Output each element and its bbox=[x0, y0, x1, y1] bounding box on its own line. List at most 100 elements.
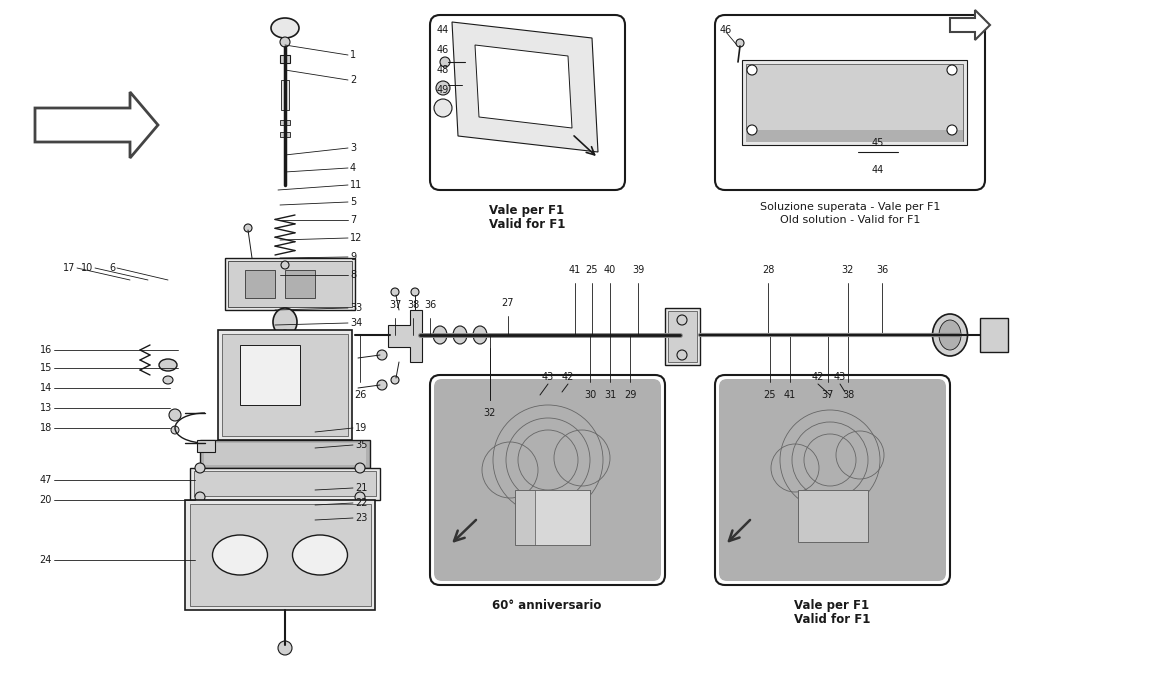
Text: 36: 36 bbox=[424, 300, 436, 310]
Text: 20: 20 bbox=[39, 495, 52, 505]
Circle shape bbox=[391, 288, 399, 296]
Text: Vale per F1: Vale per F1 bbox=[490, 204, 565, 217]
Text: 32: 32 bbox=[484, 408, 496, 418]
Text: 33: 33 bbox=[350, 303, 362, 313]
Circle shape bbox=[677, 315, 687, 325]
Circle shape bbox=[355, 463, 365, 473]
Text: 43: 43 bbox=[834, 372, 846, 382]
Text: Valid for F1: Valid for F1 bbox=[489, 218, 565, 231]
Bar bbox=[668, 311, 697, 362]
Ellipse shape bbox=[473, 326, 486, 344]
Ellipse shape bbox=[163, 376, 172, 384]
Text: 44: 44 bbox=[872, 165, 884, 175]
Text: 21: 21 bbox=[355, 483, 367, 493]
Text: 14: 14 bbox=[40, 383, 52, 393]
Text: Old solution - Valid for F1: Old solution - Valid for F1 bbox=[780, 215, 920, 225]
Text: 25: 25 bbox=[585, 265, 598, 275]
Text: 38: 38 bbox=[407, 300, 419, 310]
Bar bbox=[204, 443, 366, 465]
Circle shape bbox=[279, 37, 290, 47]
Text: 31: 31 bbox=[604, 390, 616, 400]
Polygon shape bbox=[665, 308, 700, 365]
Polygon shape bbox=[475, 45, 572, 128]
Circle shape bbox=[377, 380, 388, 390]
Bar bbox=[285, 270, 315, 298]
Text: 15: 15 bbox=[39, 363, 52, 373]
Text: Soluzione superata - Vale per F1: Soluzione superata - Vale per F1 bbox=[760, 202, 941, 212]
Bar bbox=[476, 400, 504, 420]
Circle shape bbox=[355, 492, 365, 502]
Text: 39: 39 bbox=[631, 265, 644, 275]
Text: 35: 35 bbox=[355, 440, 367, 450]
Circle shape bbox=[748, 125, 757, 135]
Bar bbox=[228, 261, 352, 307]
Text: Vale per F1: Vale per F1 bbox=[795, 599, 869, 612]
Ellipse shape bbox=[933, 314, 967, 356]
Polygon shape bbox=[950, 10, 990, 40]
Text: 13: 13 bbox=[40, 403, 52, 413]
Circle shape bbox=[946, 65, 957, 75]
Ellipse shape bbox=[453, 326, 467, 344]
Text: Valid for F1: Valid for F1 bbox=[793, 613, 871, 626]
Text: 60° anniversario: 60° anniversario bbox=[492, 599, 601, 612]
Polygon shape bbox=[452, 22, 598, 152]
Text: 3: 3 bbox=[350, 143, 356, 153]
Text: 22: 22 bbox=[355, 498, 368, 508]
Text: 6: 6 bbox=[109, 263, 115, 273]
Text: 11: 11 bbox=[350, 180, 362, 190]
Circle shape bbox=[171, 426, 179, 434]
Circle shape bbox=[196, 492, 205, 502]
Ellipse shape bbox=[434, 326, 447, 344]
FancyBboxPatch shape bbox=[719, 379, 946, 581]
Circle shape bbox=[169, 409, 181, 421]
Bar bbox=[798, 490, 868, 542]
Polygon shape bbox=[34, 92, 158, 158]
Bar bbox=[240, 345, 300, 405]
Polygon shape bbox=[388, 310, 422, 362]
Circle shape bbox=[377, 350, 388, 360]
Circle shape bbox=[748, 65, 757, 75]
Bar bbox=[746, 64, 963, 141]
Bar bbox=[222, 334, 348, 436]
Circle shape bbox=[434, 99, 452, 117]
Circle shape bbox=[736, 39, 744, 47]
Text: 46: 46 bbox=[437, 45, 450, 55]
Bar bbox=[245, 270, 275, 298]
Circle shape bbox=[279, 330, 290, 340]
Text: 41: 41 bbox=[784, 390, 796, 400]
Bar bbox=[194, 471, 376, 496]
Text: 18: 18 bbox=[40, 423, 52, 433]
Text: 32: 32 bbox=[842, 265, 854, 275]
Text: 17: 17 bbox=[62, 263, 75, 273]
Text: 23: 23 bbox=[355, 513, 367, 523]
Ellipse shape bbox=[475, 399, 505, 421]
Bar bbox=[515, 490, 590, 545]
Polygon shape bbox=[535, 490, 590, 545]
Ellipse shape bbox=[292, 535, 347, 575]
Polygon shape bbox=[185, 500, 375, 610]
Bar bbox=[742, 60, 967, 145]
Text: 1: 1 bbox=[350, 50, 356, 60]
Circle shape bbox=[946, 125, 957, 135]
Text: 2: 2 bbox=[350, 75, 356, 85]
Text: 10: 10 bbox=[81, 263, 93, 273]
Circle shape bbox=[440, 57, 450, 67]
Polygon shape bbox=[225, 258, 355, 310]
Ellipse shape bbox=[273, 308, 297, 336]
Ellipse shape bbox=[213, 535, 268, 575]
Bar bbox=[279, 120, 290, 125]
Text: 45: 45 bbox=[872, 138, 884, 148]
Circle shape bbox=[281, 261, 289, 269]
Text: 49: 49 bbox=[437, 85, 450, 95]
FancyBboxPatch shape bbox=[434, 379, 661, 581]
Circle shape bbox=[436, 81, 450, 95]
Text: 37: 37 bbox=[389, 300, 401, 310]
Bar bbox=[197, 440, 215, 452]
Text: 7: 7 bbox=[350, 215, 356, 225]
Circle shape bbox=[677, 350, 687, 360]
Text: 43: 43 bbox=[542, 372, 554, 382]
Polygon shape bbox=[218, 330, 352, 440]
Ellipse shape bbox=[159, 359, 177, 371]
Bar bbox=[190, 504, 371, 606]
Text: 37: 37 bbox=[822, 390, 834, 400]
